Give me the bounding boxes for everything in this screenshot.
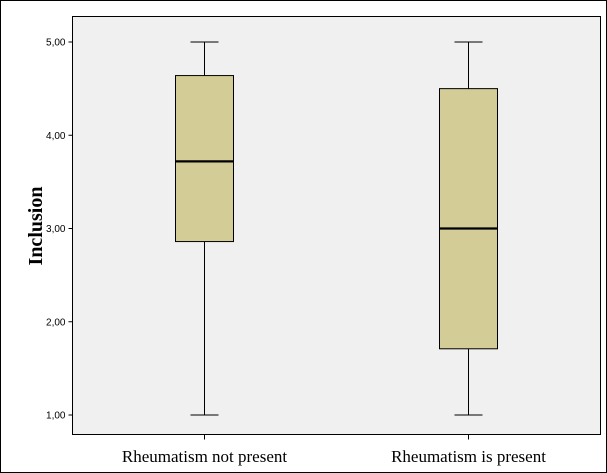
x-tick-label: Rheumatism not present	[122, 447, 288, 466]
y-tick-label: 5,00	[46, 38, 66, 49]
x-tick-label: Rheumatism is present	[391, 447, 546, 466]
y-tick-label: 3,00	[46, 224, 66, 235]
y-tick-label: 4,00	[46, 131, 66, 142]
y-tick-label: 2,00	[46, 317, 66, 328]
y-tick-label: 1,00	[46, 411, 66, 422]
plot-area	[72, 16, 601, 435]
box-group	[439, 41, 498, 416]
boxes-layer	[175, 41, 498, 416]
y-axis-label: Inclusion	[25, 187, 47, 266]
iqr-box	[439, 88, 498, 350]
x-axis: Rheumatism not present Rheumatism is pres…	[122, 434, 546, 466]
box-group	[175, 41, 234, 416]
iqr-box	[175, 75, 234, 243]
y-axis: 1,00 2,00 3,00 4,00 5,00	[46, 16, 73, 435]
